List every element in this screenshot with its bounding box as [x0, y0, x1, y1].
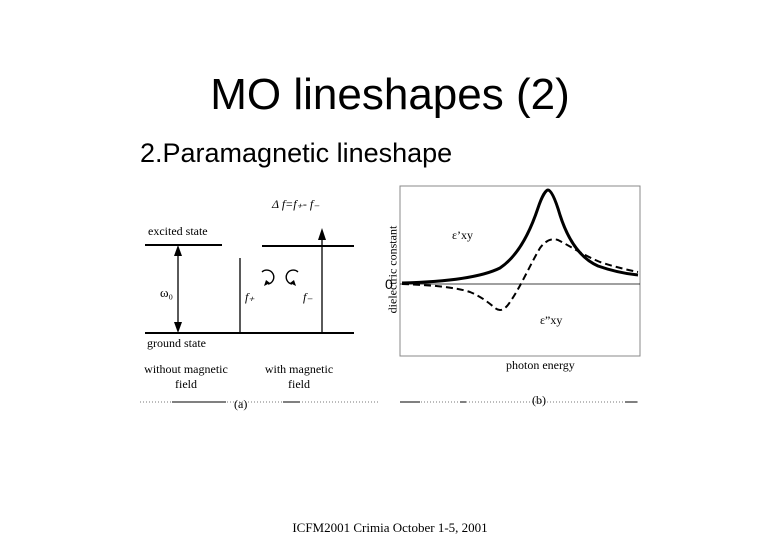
transition-arrow-head [318, 228, 326, 240]
ground-state-label: ground state [147, 336, 206, 350]
eps-double-prime-label: ε”xy [540, 313, 563, 327]
excited-state-label: excited state [148, 224, 208, 238]
energy-level-diagram [140, 228, 380, 403]
slide-title: MO lineshapes (2) [210, 70, 570, 119]
y-axis-label: dielectric constant [385, 225, 400, 314]
omega0-label: ω₀ [160, 285, 174, 300]
omega-arrow-head-up [174, 245, 182, 256]
zero-label: 0 [385, 276, 393, 292]
with-field-label: with magnetic field [264, 362, 334, 391]
f-plus-label: f₊ [245, 290, 255, 304]
eps-prime-curve [401, 188, 639, 285]
without-field-label: without magnetic field [144, 362, 228, 391]
slide-subtitle: 2.Paramagnetic lineshape [140, 138, 453, 168]
f-minus-label: f₋ [303, 290, 313, 304]
eps-prime-label: ε’xy [452, 228, 474, 242]
slide-footer: ICFM2001 Crimia October 1-5, 2001 [292, 520, 488, 535]
eps-double-prime-curve [401, 238, 639, 311]
panel-a-caption: (a) [234, 397, 248, 411]
circular-polarization-left-icon [285, 269, 299, 285]
x-axis-label: photon energy [506, 358, 575, 372]
omega-arrow-head-down [174, 322, 182, 333]
lineshape-plot [399, 185, 641, 403]
plot-frame [399, 185, 641, 357]
delta-f-label: Δ f=f₊- f₋ [272, 197, 320, 211]
panel-b-caption: (b) [532, 393, 546, 407]
circular-polarization-right-icon [261, 269, 275, 285]
